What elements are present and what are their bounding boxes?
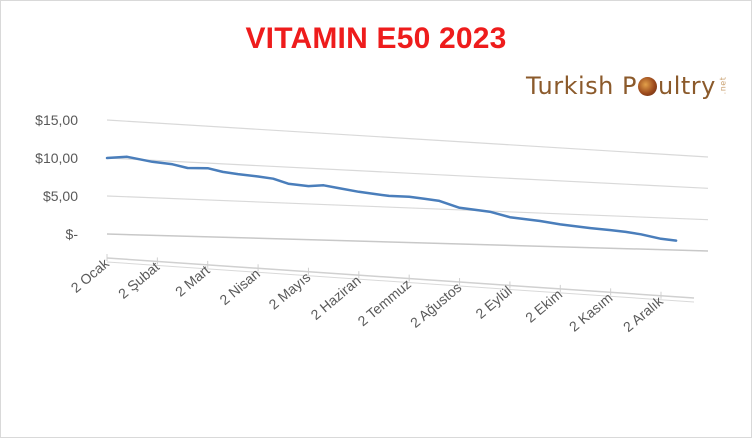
x-axis-floor-line: [106, 257, 695, 299]
y-tick-label: $10,00: [35, 150, 78, 166]
y-tick-label: $-: [66, 226, 79, 242]
x-tick-label: 2 Temmuz: [355, 276, 415, 330]
x-tick-label: 2 Kasım: [566, 289, 616, 334]
axes: [106, 257, 695, 303]
x-tick-label: 2 Şubat: [115, 258, 162, 301]
x-axis-floor-edge: [106, 261, 695, 303]
x-tick-label: 2 Mayıs: [266, 269, 314, 313]
x-tick-label: 2 Ağustos: [407, 279, 464, 331]
logo-text-end: ultry: [657, 72, 716, 100]
gridlines: [106, 119, 709, 252]
logo-globe-icon: [637, 77, 657, 96]
x-tick-label: 2 Nisan: [216, 265, 263, 308]
gridline: [106, 233, 709, 252]
y-tick-label: $15,00: [35, 112, 78, 128]
series-lines: [105, 155, 678, 242]
y-tick-label: $5,00: [43, 188, 78, 204]
x-tick-label: 2 Ocak: [68, 254, 113, 295]
logo-text-start: Turkish P: [526, 72, 637, 100]
series-line: [105, 155, 678, 242]
gridline: [106, 157, 709, 189]
gridline: [106, 119, 709, 158]
y-tick-labels: $15,00 $10,00 $5,00 $-: [35, 112, 78, 242]
chart-title: VITAMIN E50 2023: [245, 22, 507, 55]
gridline: [106, 195, 709, 221]
